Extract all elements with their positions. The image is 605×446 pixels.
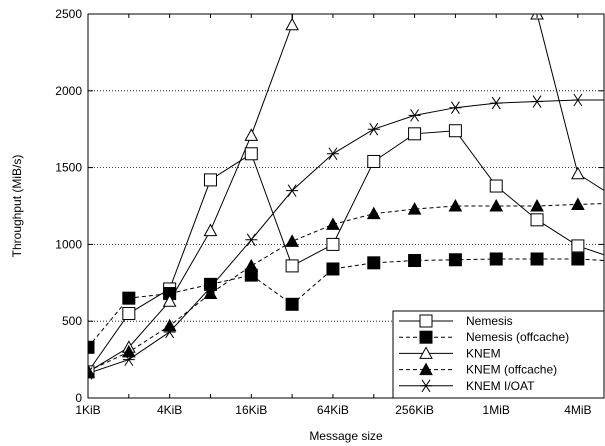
- data-point-nemesis: [203, 173, 217, 187]
- data-point-nemesis: [489, 179, 503, 193]
- data-point-knem-offcache: [530, 198, 544, 212]
- data-point-nemesis-offcache: [448, 253, 462, 267]
- data-point-nemesis: [530, 213, 544, 227]
- x-axis-title: Message size: [309, 429, 383, 443]
- data-point-nemesis-offcache: [122, 291, 136, 305]
- y-tick-label: 0: [75, 391, 82, 405]
- data-point-knem-i-oat: [286, 184, 299, 197]
- x-tick-label: 1KiB: [75, 403, 100, 417]
- series-line-knem-offcache: [88, 202, 604, 372]
- legend-label-nemesis-offcache: Nemesis (offcache): [466, 330, 569, 344]
- data-point-knem-i-oat: [204, 281, 217, 294]
- data-point-knem: [571, 166, 585, 180]
- data-point-nemesis-offcache: [285, 297, 299, 311]
- data-point-knem-offcache: [244, 258, 259, 272]
- x-tick-label: 4KiB: [157, 403, 182, 417]
- data-point-knem-i-oat: [88, 367, 94, 380]
- data-point-knem-i-oat: [449, 101, 462, 114]
- x-tick-label: 16KiB: [235, 403, 267, 417]
- data-point-knem-offcache: [326, 217, 340, 230]
- y-axis: 0 500 1000 1500 2000 2500: [55, 7, 604, 405]
- data-point-knem-offcache: [489, 198, 504, 212]
- data-point-knem-offcache: [448, 198, 463, 212]
- data-point-nemesis: [448, 124, 462, 138]
- data-point-nemesis: [408, 127, 422, 141]
- data-point-knem: [203, 223, 218, 237]
- data-point-nemesis-offcache: [326, 262, 340, 276]
- x-axis: 1KiB 4KiB 16KiB 64KiB 256KiB 1MiB 4MiB: [75, 14, 592, 417]
- y-tick-label: 2500: [55, 7, 82, 21]
- data-point-knem: [285, 17, 299, 31]
- data-point-nemesis-offcache: [408, 254, 422, 268]
- data-point-knem-i-oat: [326, 147, 339, 161]
- legend-marker-knem-i-oat: [420, 379, 432, 393]
- data-point-knem: [244, 128, 259, 141]
- data-point-knem-i-oat: [531, 95, 544, 108]
- x-tick-label: 256KiB: [395, 403, 434, 417]
- data-point-knem-offcache: [407, 202, 422, 215]
- data-point-nemesis: [244, 147, 258, 161]
- series-line-nemesis-offcache: [88, 258, 604, 348]
- x-tick-label: 4MiB: [564, 403, 591, 417]
- y-axis-title: Throughput (MiB/s): [10, 155, 24, 258]
- data-point-knem-offcache: [121, 344, 136, 358]
- y-tick-label: 500: [62, 314, 82, 328]
- data-point-nemesis-offcache: [367, 256, 381, 270]
- data-point-nemesis-offcache: [530, 252, 544, 266]
- x-tick-label: 1MiB: [483, 403, 510, 417]
- data-point-knem-offcache: [571, 197, 585, 210]
- data-point-knem-i-oat: [163, 325, 176, 339]
- data-point-nemesis: [367, 154, 381, 168]
- data-point-knem-i-oat: [367, 122, 380, 136]
- legend-label-knem-i-oat: KNEM I/OAT: [466, 379, 535, 393]
- data-point-knem-i-oat: [571, 93, 584, 107]
- data-point-knem-i-oat: [490, 96, 503, 110]
- data-point-knem-offcache: [162, 318, 177, 332]
- series-line-nemesis: [88, 130, 604, 373]
- data-point-nemesis: [122, 307, 136, 321]
- data-point-nemesis-offcache: [88, 340, 95, 354]
- data-point-knem-offcache: [203, 286, 218, 300]
- data-point-nemesis: [285, 259, 299, 273]
- legend: Nemesis Nemesis (offcache) KNEM KNEM (offca…: [392, 310, 605, 399]
- y-tick-label: 1000: [55, 237, 82, 251]
- legend-label-knem: KNEM: [466, 346, 501, 360]
- data-point-knem-i-oat: [245, 233, 258, 247]
- legend-label-nemesis: Nemesis: [466, 314, 513, 328]
- data-point-knem: [162, 294, 177, 307]
- series-line-knem-i-oat: [88, 99, 604, 374]
- legend-marker-knem: [419, 346, 433, 359]
- y-tick-label: 2000: [55, 84, 82, 98]
- data-point-knem-i-oat: [122, 353, 135, 366]
- plot-frame: [87, 13, 605, 399]
- legend-marker-nemesis-offcache: [419, 330, 433, 344]
- legend-marker-nemesis: [419, 314, 433, 328]
- data-point-nemesis-offcache: [571, 252, 585, 266]
- data-point-knem-offcache: [366, 206, 381, 220]
- y-tick-label: 1500: [55, 161, 82, 175]
- data-point-nemesis-offcache: [489, 252, 503, 266]
- legend-label-knem-offcache: KNEM (offcache): [466, 363, 557, 377]
- legend-marker-knem-offcache: [419, 362, 433, 376]
- data-point-knem-i-oat: [408, 109, 421, 122]
- series-markers: [88, 14, 585, 380]
- data-point-nemesis: [326, 237, 340, 251]
- data-point-nemesis: [571, 239, 585, 253]
- x-tick-label: 64KiB: [317, 403, 349, 417]
- data-point-knem-offcache: [285, 234, 299, 247]
